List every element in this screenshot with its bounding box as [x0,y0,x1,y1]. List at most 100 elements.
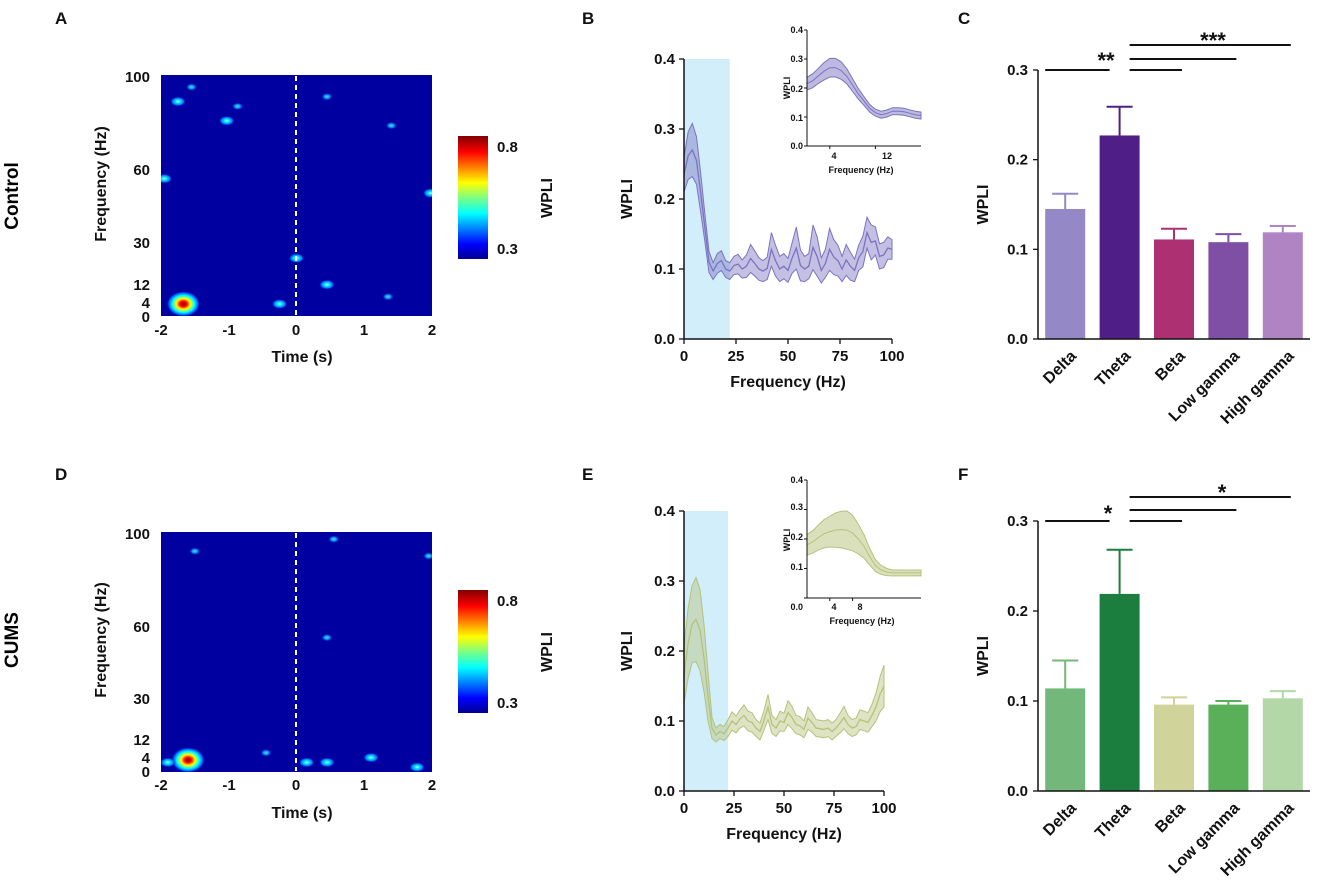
heatmap-hotspot [185,83,198,92]
sig-label-f-left: * [1104,501,1113,526]
bar [1154,239,1194,339]
y-tick-label: 0.0 [654,331,675,348]
inset-b-ylabel: WPLI [782,77,792,100]
inset-chart-b [804,29,922,149]
panel-letter-a: A [55,9,67,28]
y-tick-label: 0.2 [1007,152,1028,169]
bar [1045,688,1086,791]
inset-e-xtick: 8 [857,602,862,612]
inset-e-yticks: 0.0 0.1 0.2 0.3 0.4 [790,475,803,612]
heatmap-hotspot [171,747,206,772]
colorbar-d-label: WPLI [539,632,556,672]
mean-line [683,148,893,273]
heatmap-d-spots [161,535,432,772]
inset-b-xlabel: Frequency (Hz) [828,165,893,175]
inset-b-xtick: 12 [882,151,892,161]
heatmap-hotspot [409,762,426,772]
inset-e-ytick: 0.0 [790,602,803,612]
heatmap-hotspot [381,292,394,301]
heatmap-d-ytick: 60 [133,619,150,636]
heatmap-hotspot [422,552,432,560]
heatmap-hotspot [169,96,186,107]
heatmap-a-ytick: 100 [125,69,150,86]
heatmap-a-ytick: 12 [133,277,150,294]
heatmap-hotspot [318,279,335,290]
heatmap-a-spots [161,83,432,316]
heatmap-hotspot [318,757,335,768]
y-tick-label: 0.1 [654,713,675,730]
line-chart-b: 0 25 50 75 100 0.0 0.1 0.2 0.3 0.4 Frequency (Hz) W… [619,51,905,391]
inset-e: 0.0 0.1 0.2 0.3 0.4 4 8 Frequency (Hz) W… [782,475,922,626]
heatmap-d-xticks: -2 -1 0 1 2 [154,777,436,794]
colorbar-a [458,136,488,259]
sig-label-c-right: *** [1200,28,1226,53]
heatmap-hotspot [188,547,201,556]
inset-b-ytick: 0.2 [790,84,803,94]
heatmap-hotspot [363,752,380,763]
panel-letter-c: C [958,9,970,28]
inset-sem-band [806,57,922,120]
heatmap-d-yticks: 100 60 30 12 4 0 [125,526,151,781]
y-tick-label: 0.3 [1007,62,1028,79]
mean-line [683,618,885,737]
heatmap-a-xticks: -2 -1 0 1 2 [154,322,436,339]
inset-b-ytick: 0.4 [790,25,803,35]
row-label-cums: CUMS [2,612,23,668]
inset-b-ytick: 0.0 [790,141,803,151]
heatmap-a-ytick: 60 [133,162,150,179]
y-tick-label: 0.2 [654,191,675,208]
heatmap-a-xtick: 0 [292,322,300,339]
sig-label-c-left: ** [1097,48,1115,73]
heatmap-a-xtick: 2 [428,322,436,339]
x-tick-label: 75 [826,800,843,817]
y-tick-label: 0.1 [1007,693,1028,710]
inset-e-xtick: 4 [831,602,836,612]
inset-mean-line [806,529,921,574]
inset-b-ytick: 0.3 [790,54,803,64]
category-label: Theta [1092,348,1134,390]
y-tick-label: 0.3 [654,573,675,590]
heatmap-d-ytick: 100 [125,526,150,543]
category-label: Beta [1152,800,1189,837]
y-axis-label: WPLI [975,185,992,225]
y-tick-label: 0.4 [654,51,676,68]
x-axis-label: Frequency (Hz) [730,374,846,391]
heatmap-hotspot [422,188,432,199]
heatmap-d-xtick: 0 [292,777,300,794]
y-tick-label: 0.0 [1007,331,1028,348]
bar [1208,704,1249,791]
heatmap-a-yticks: 100 60 30 12 4 0 [125,69,151,326]
x-tick-label: 100 [879,348,904,365]
y-tick-label: 0.1 [1007,241,1028,258]
panel-letter-f: F [958,465,968,484]
x-tick-label: 25 [728,348,745,365]
y-axis-label: WPLI [619,631,636,671]
y-tick-label: 0.4 [654,503,676,520]
x-tick-label: 25 [726,800,743,817]
bar [1208,242,1249,339]
inset-b-xtick: 4 [831,151,836,161]
category-label: Beta [1152,348,1189,385]
bar [1154,704,1194,791]
inset-b-yticks: 0.0 0.1 0.2 0.3 0.4 [790,25,803,151]
inset-e-ytick: 0.4 [790,475,803,485]
x-tick-label: 100 [871,800,896,817]
sem-band [683,122,893,284]
heatmap-a-ytick: 30 [133,235,150,252]
inset-e-ytick: 0.2 [790,532,803,542]
y-axis-label: WPLI [975,636,992,676]
inset-e-ylabel: WPLI [782,529,792,552]
heatmap-a-ytick: 4 [142,295,151,312]
inset-sem-band [806,510,922,577]
heatmap-hotspot [231,102,244,111]
colorbar-d [458,590,488,713]
bar [1099,135,1140,339]
heatmap-d-ytick: 0 [142,764,150,781]
heatmap-a-xtick: -1 [222,322,235,339]
highlight-band [684,59,730,339]
heatmap-hotspot [327,535,340,544]
panel-d-heatmap: D 100 60 30 12 4 0 -2 -1 0 1 2 Time (s) … [55,465,556,822]
heatmap-d-xtick: -1 [222,777,235,794]
category-label: Delta [1040,348,1080,388]
